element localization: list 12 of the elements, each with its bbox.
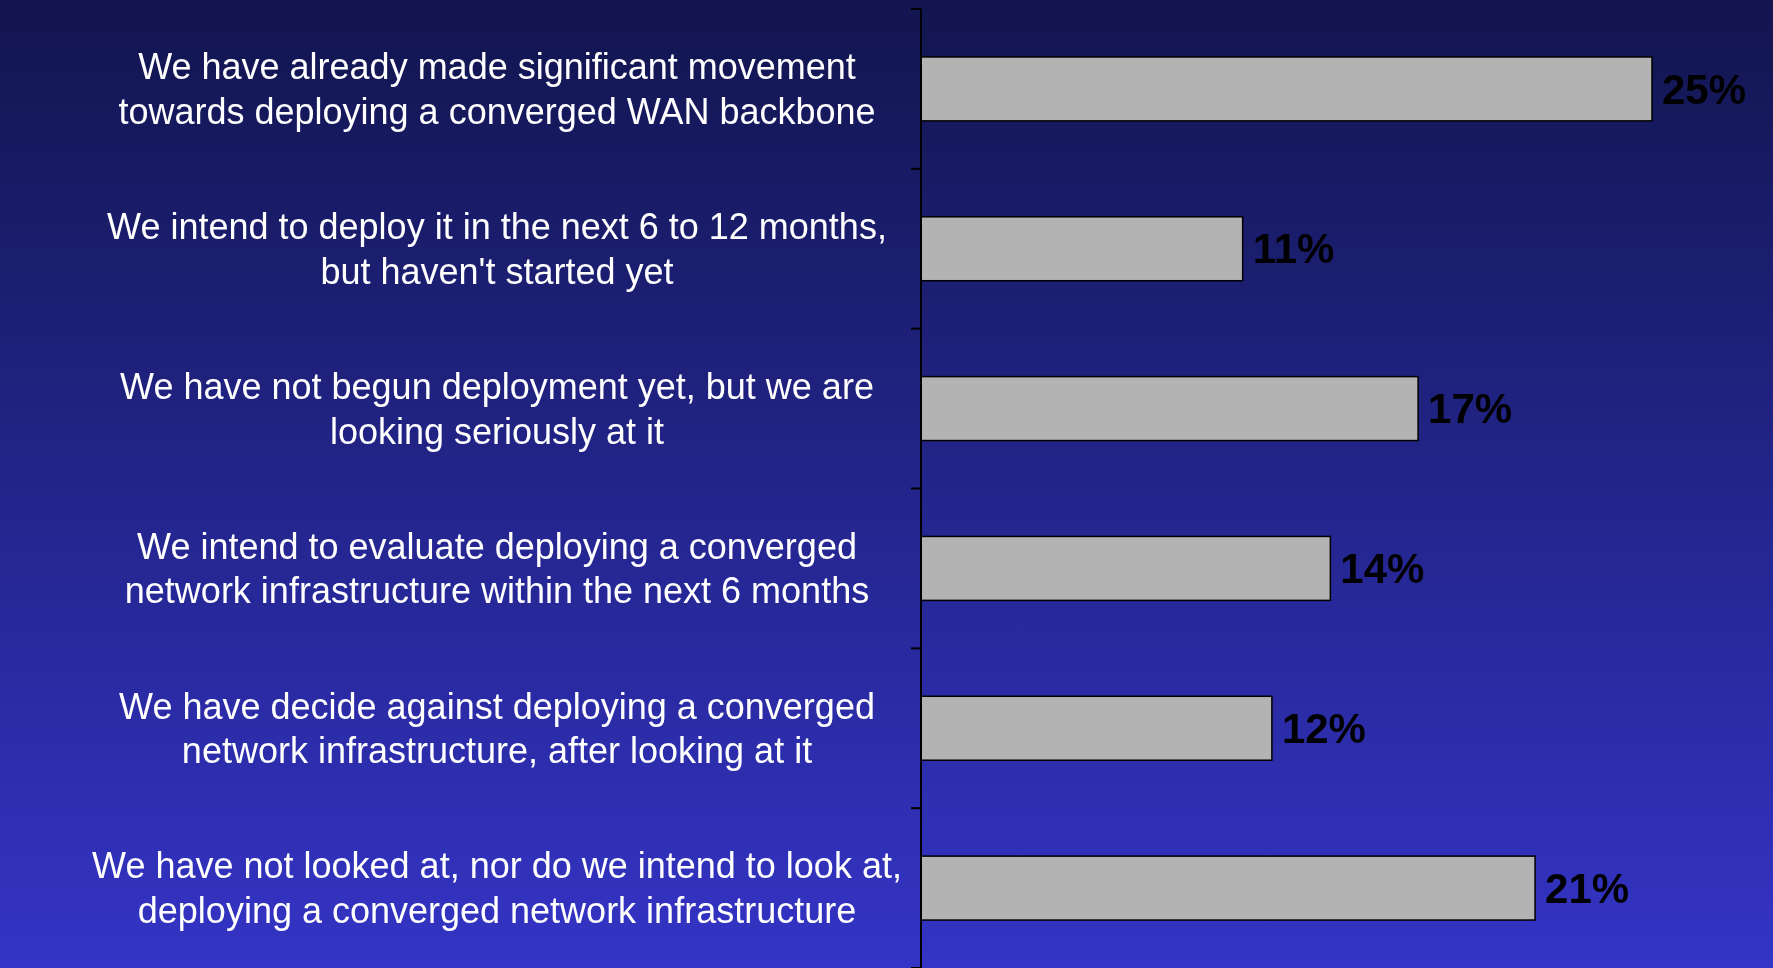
data-label: 21% [1545, 864, 1630, 912]
data-label: 12% [1281, 704, 1366, 752]
data-label: 11% [1252, 225, 1335, 273]
data-label: 14% [1340, 545, 1425, 593]
y-tick-label: We intend to evaluate deploying a converged network infrastructure within the next 6 months [124, 525, 870, 612]
y-tick-label: We have not begun deployment yet, but we are looking seriously at it [120, 365, 874, 452]
data-label: 17% [1428, 385, 1513, 433]
y-tick-label: We have already made significant movement towards deploying a converged WAN backbone [118, 46, 876, 132]
y-tick-label: We have decide against deploying a converged network infrastructure, after looking at it [119, 685, 875, 772]
data-label: 25% [1662, 65, 1747, 113]
y-tick-label: We have not looked at, nor do we intend to look at, deploying a converged network infrastructure [92, 845, 902, 931]
y-tick-label: We intend to deploy it in the next 6 to 12 months, but haven't started yet [107, 206, 887, 292]
